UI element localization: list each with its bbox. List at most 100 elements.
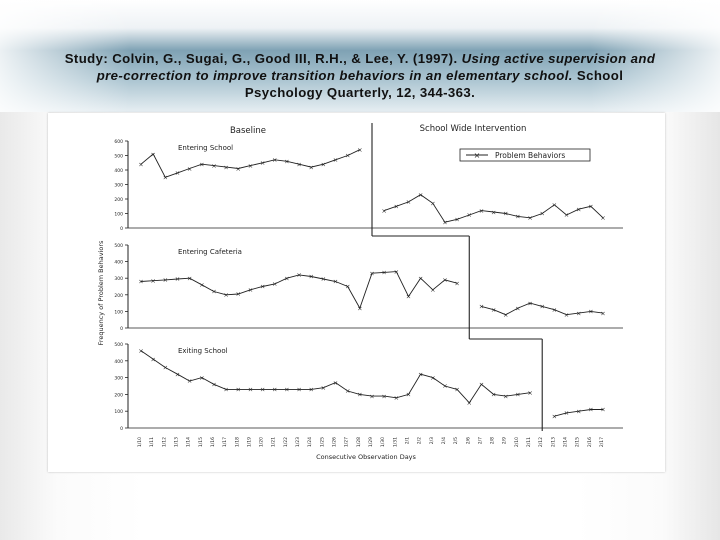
data-point: × [260, 386, 265, 394]
data-point: × [223, 386, 228, 394]
data-point: × [503, 392, 508, 400]
series-line [140, 149, 360, 178]
data-point: × [418, 370, 423, 378]
data-point: × [175, 370, 180, 378]
data-point: × [236, 165, 241, 173]
data-point: × [199, 374, 204, 382]
panel-title: Entering School [178, 144, 233, 152]
data-point: × [211, 288, 216, 296]
data-point: × [138, 278, 143, 286]
data-point: × [260, 159, 265, 167]
x-axis-title: Consecutive Observation Days [316, 453, 416, 461]
x-tick-label: 1/27 [344, 437, 350, 447]
data-point: × [467, 399, 472, 407]
y-tick-label: 0 [120, 326, 123, 332]
data-point: × [223, 291, 228, 299]
data-point: × [406, 391, 411, 399]
x-tick-label: 1/13 [174, 437, 180, 447]
legend-box [459, 148, 591, 162]
x-tick-label: 2/16 [587, 437, 593, 447]
legend: × Problem Behaviors [459, 148, 591, 162]
x-tick-label: 2/10 [514, 437, 520, 447]
data-point: × [394, 268, 399, 276]
data-point: × [527, 299, 532, 307]
data-point: × [479, 207, 484, 215]
y-tick-label: 600 [114, 139, 123, 145]
data-point: × [223, 163, 228, 171]
y-tick-label: 300 [114, 276, 123, 282]
x-tick-label: 1/19 [246, 437, 252, 447]
data-point: × [539, 303, 544, 311]
x-tick-label: 2/4 [441, 437, 447, 444]
legend-label: Problem Behaviors [495, 151, 565, 160]
x-tick-label: 2/7 [477, 437, 483, 444]
data-point: × [187, 377, 192, 385]
data-point: × [272, 156, 277, 164]
x-tick-label: 1/22 [283, 437, 289, 447]
data-point: × [600, 214, 605, 222]
x-tick-labels: 1/10 1/11 1/12 1/13 1/14 1/15 1/16 1/17 1/18 1/19… [137, 437, 605, 447]
data-point: × [600, 309, 605, 317]
data-point: × [236, 386, 241, 394]
y-tick-label: 200 [114, 293, 123, 299]
data-point: × [552, 412, 557, 420]
y-tick-label: 500 [114, 342, 123, 348]
data-point: × [515, 213, 520, 221]
data-point: × [296, 271, 301, 279]
x-tick-label: 1/17 [222, 437, 228, 447]
y-tick-label: 300 [114, 183, 123, 189]
citation: Study: Colvin, G., Sugai, G., Good III, … [60, 50, 660, 101]
data-point: × [357, 304, 362, 312]
data-point: × [321, 384, 326, 392]
series-line [140, 350, 531, 404]
data-point: × [199, 281, 204, 289]
data-point: × [394, 202, 399, 210]
phase-label-intervention: School Wide Intervention [420, 124, 527, 134]
data-point: × [491, 391, 496, 399]
x-tick-label: 2/1 [405, 437, 411, 444]
data-point: × [430, 200, 435, 208]
data-point: × [308, 386, 313, 394]
data-point: × [430, 374, 435, 382]
data-point: × [406, 293, 411, 301]
y-tick-label: 500 [114, 154, 123, 160]
data-point: × [576, 205, 581, 213]
data-point: × [576, 407, 581, 415]
data-point: × [515, 391, 520, 399]
panel-title: Entering Cafeteria [178, 248, 242, 256]
data-point: × [187, 165, 192, 173]
slide-header-fade [0, 0, 720, 112]
data-point: × [357, 146, 362, 154]
data-point: × [552, 306, 557, 314]
y-tick-label: 200 [114, 197, 123, 203]
data-point: × [576, 309, 581, 317]
data-point: × [381, 269, 386, 277]
data-point: × [430, 286, 435, 294]
data-point: × [381, 207, 386, 215]
data-point: × [308, 163, 313, 171]
data-point: × [442, 382, 447, 390]
x-tick-label: 1/25 [319, 437, 325, 447]
x-tick-label: 1/29 [368, 437, 374, 447]
data-point: × [588, 406, 593, 414]
data-point: × [236, 290, 241, 298]
x-tick-label: 2/9 [502, 437, 508, 444]
series-line [554, 409, 603, 417]
data-point: × [272, 280, 277, 288]
y-tick-label: 100 [114, 212, 123, 218]
data-point: × [175, 275, 180, 283]
data-point: × [381, 392, 386, 400]
citation-source: School Psychology Quarterly, 12, 344-363… [244, 68, 624, 100]
panel-3: 0 100 200 300 400 500 Exiting School × × × × × × × × × ×… [114, 342, 623, 432]
data-point: × [175, 169, 180, 177]
data-point: × [211, 162, 216, 170]
legend-marker-sample: × [474, 151, 481, 160]
data-point: × [333, 278, 338, 286]
data-point: × [442, 276, 447, 284]
data-point: × [479, 303, 484, 311]
data-point: × [211, 381, 216, 389]
data-point: × [284, 274, 289, 282]
data-point: × [527, 214, 532, 222]
citation-authors: Study: Colvin, G., Sugai, G., Good III, … [64, 51, 458, 66]
